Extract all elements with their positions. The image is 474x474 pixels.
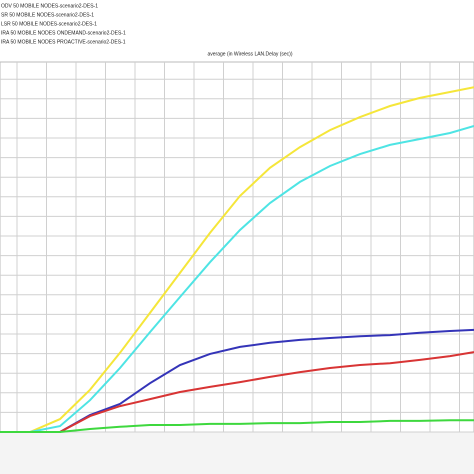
series-line <box>0 86 474 433</box>
series-line <box>0 125 474 433</box>
legend-label: IRA 50 MOBILE NODES ONDEMAND-scenario2-D… <box>1 30 126 36</box>
series-line <box>0 419 474 433</box>
x-axis-area <box>0 432 474 474</box>
series-line <box>0 351 474 433</box>
legend-label: SR 50 MOBILE NODES-scenario2-DES-1 <box>1 12 94 18</box>
legend-label: ODV 50 MOBILE NODES-scenario2-DES-1 <box>1 3 98 9</box>
plot-area <box>0 61 474 433</box>
legend-label: IRA 50 MOBILE NODES PROACTIVE-scenario2-… <box>1 39 126 45</box>
chart-title: average (in Wireless LAN.Delay (sec)) <box>207 51 292 57</box>
legend-label: LSR 50 MOBILE NODES-scenario2-DES-1 <box>1 21 97 27</box>
